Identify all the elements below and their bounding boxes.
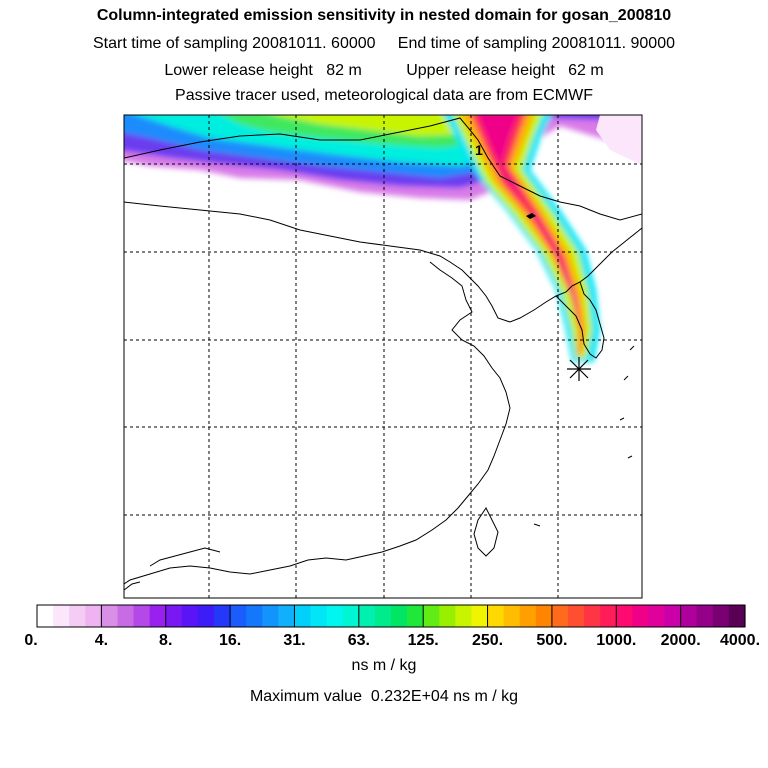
colorbar-swatch: [487, 605, 505, 627]
colorbar-swatch: [181, 605, 199, 627]
island-shape: [526, 213, 536, 219]
colorbar-tick-label: 4000.: [719, 632, 761, 649]
colorbar-tick-label: 125.: [407, 632, 439, 649]
trajectory-label: 1: [475, 142, 483, 158]
colorbar-swatch: [246, 605, 263, 627]
colorbar-swatch: [471, 605, 489, 627]
colorbar-tick-label: 31.: [283, 632, 306, 649]
colorbar-swatch: [455, 605, 473, 627]
colorbar-swatch: [616, 605, 633, 627]
map-frame: [123, 114, 643, 599]
colorbar-swatch: [310, 605, 328, 627]
map-background: [124, 115, 642, 598]
colorbar-swatch: [712, 605, 730, 627]
colorbar-swatch: [278, 605, 296, 627]
colorbar-swatch: [503, 605, 521, 627]
map-title: Column-integrated emission sensitivity i…: [96, 7, 672, 24]
coastline: [124, 117, 642, 591]
colorbar-swatch: [214, 605, 231, 627]
colorbar-swatch: [535, 605, 553, 627]
colorbar-swatch: [326, 605, 344, 627]
colorbar-swatch: [165, 605, 183, 627]
colorbar-swatch: [358, 605, 376, 627]
colorbar-swatch: [680, 605, 698, 627]
colorbar-swatch: [85, 605, 102, 627]
colorbar-swatch: [149, 605, 167, 627]
release-height-line: Lower release height 82 m Upper release …: [164, 62, 604, 79]
colorbar-swatch: [632, 605, 650, 627]
colorbar-tick-label: 0.: [24, 632, 38, 649]
colorbar-tick-label: 250.: [471, 632, 504, 649]
colorbar-swatch: [600, 605, 617, 627]
colorbar-swatch: [37, 605, 54, 627]
colorbar-tick-label: 2000.: [660, 632, 701, 649]
colorbar-swatch: [262, 605, 279, 627]
colorbar-swatch: [728, 605, 746, 627]
maximum-value: Maximum value 0.232E+04 ns m / kg: [249, 688, 519, 705]
colorbar-swatch: [391, 605, 408, 627]
colorbar-swatch: [648, 605, 666, 627]
colorbar-swatch: [133, 605, 151, 627]
sampling-time-line: Start time of sampling 20081011. 60000 E…: [92, 35, 675, 52]
colorbar-swatch: [101, 605, 119, 627]
colorbar-swatch: [197, 605, 215, 627]
colorbar-swatch: [374, 605, 392, 627]
colorbar-swatches: [37, 605, 746, 627]
colorbar-swatch: [294, 605, 312, 627]
colorbar-swatch: [423, 605, 440, 627]
colorbar-units: ns m / kg: [351, 657, 417, 674]
colorbar-swatch: [230, 605, 247, 627]
colorbar-tick-label: 16.: [218, 632, 242, 649]
graticule: [124, 115, 642, 598]
colorbar-swatch: [69, 605, 86, 627]
colorbar-frame: [36, 604, 746, 628]
tracer-info-line: Passive tracer used, meteorological data…: [175, 87, 593, 104]
colorbar-tick-label: 4.: [94, 632, 109, 649]
star-icon: [567, 357, 591, 381]
colorbar-swatch: [696, 605, 714, 627]
colorbar-swatch: [551, 605, 569, 627]
colorbar-swatch: [117, 605, 135, 627]
colorbar-swatch: [519, 605, 537, 627]
colorbar-swatch: [584, 605, 601, 627]
colorbar-swatch: [439, 605, 456, 627]
colorbar-tick-label: 500.: [536, 632, 568, 649]
colorbar-swatch: [53, 605, 70, 627]
colorbar-swatch: [664, 605, 682, 627]
colorbar-tick-label: 63.: [347, 632, 370, 649]
colorbar-swatch: [568, 605, 585, 627]
colorbar-tick-label: 8.: [159, 632, 173, 649]
colorbar-swatch: [342, 605, 360, 627]
colorbar-dividers: [100, 605, 682, 627]
colorbar-swatch: [407, 605, 424, 627]
colorbar-tick-label: 1000.: [596, 632, 637, 649]
